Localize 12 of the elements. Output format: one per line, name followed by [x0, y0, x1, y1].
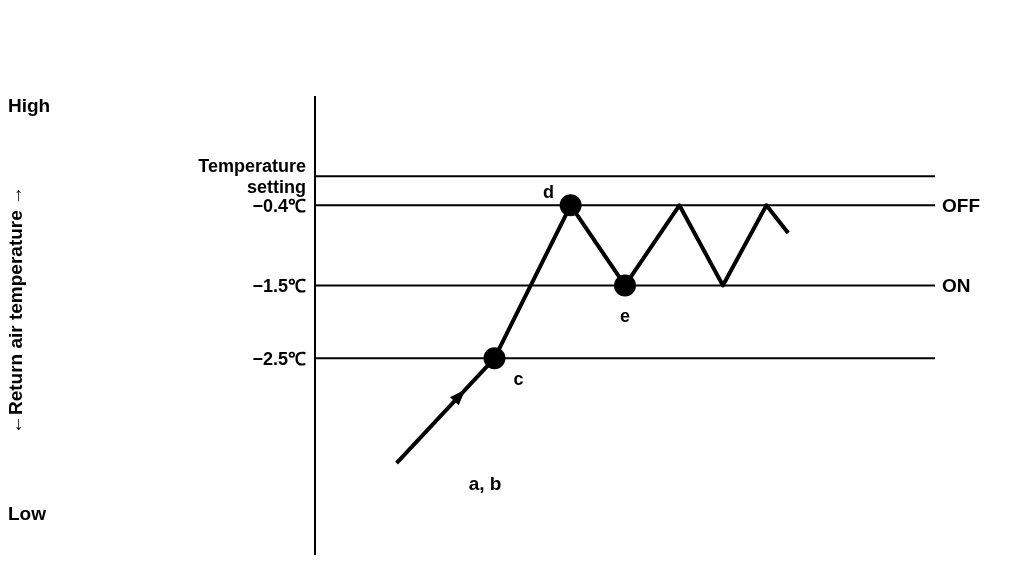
- text: Low: [8, 503, 47, 524]
- y-tick-label: −2.5℃: [252, 348, 306, 369]
- annotation: d: [543, 181, 555, 202]
- annotation: c: [513, 368, 524, 389]
- text: ←Return air temperature →: [5, 185, 26, 435]
- annotation: e: [619, 305, 631, 326]
- text: High: [8, 95, 51, 116]
- y-tick-label: −1.5℃: [252, 275, 306, 296]
- annotation: a, b: [468, 473, 502, 494]
- y-tick-label: Temperature setting: [198, 155, 306, 198]
- ref-line-label: ON: [942, 275, 971, 297]
- ref-line-label: OFF: [942, 194, 980, 216]
